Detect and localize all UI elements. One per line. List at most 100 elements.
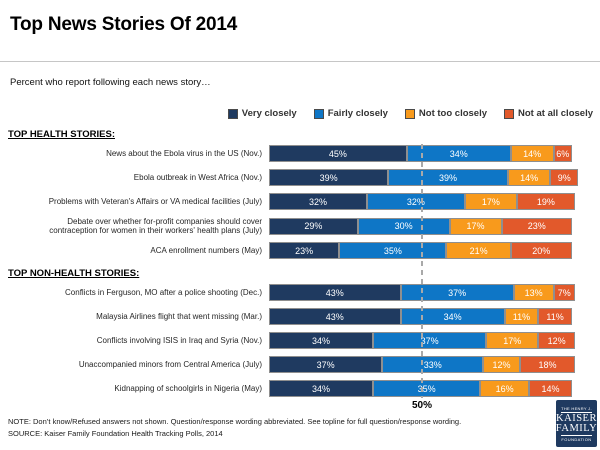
bar-segment-very-closely: 32% — [269, 193, 367, 210]
legend-swatch — [227, 108, 238, 119]
bar-segment-fairly-closely: 35% — [373, 380, 481, 397]
bar-track: 39% 39% 14% 9% — [269, 169, 579, 186]
bar-segment-very-closely: 37% — [269, 356, 383, 373]
legend-swatch — [313, 108, 324, 119]
bar-track: 29% 30% 17% 23% — [269, 217, 572, 235]
bar-track: 43% 37% 13% 7% — [269, 284, 575, 301]
bar-segment-very-closely: 34% — [269, 332, 374, 349]
row-label: Ebola outbreak in West Africa (Nov.) — [133, 173, 262, 182]
row-label: Conflicts in Ferguson, MO after a police… — [65, 288, 262, 297]
bar-segment-very-closely: 43% — [269, 284, 401, 301]
bar-track: 34% 35% 16% 14% — [269, 380, 572, 397]
bar-segment-not-at-all-closely: 23% — [501, 217, 572, 235]
chart-row: Conflicts in Ferguson, MO after a police… — [8, 284, 592, 301]
chart-row: Kidnapping of schoolgirls in Nigeria (Ma… — [8, 380, 592, 397]
logo-text-foundation: FOUNDATION — [561, 436, 592, 442]
row-label: ACA enrollment numbers (May) — [150, 246, 262, 255]
chart-row: Ebola outbreak in West Africa (Nov.) 39% 3… — [8, 169, 592, 186]
bar-track: 32% 32% 17% 19% — [269, 193, 575, 210]
bar-track: 34% 37% 17% 12% — [269, 332, 575, 349]
logo-divider-top — [561, 411, 592, 413]
source-text: SOURCE: Kaiser Family Foundation Health … — [8, 429, 223, 438]
bar-segment-not-too-closely: 14% — [510, 145, 554, 162]
legend-label: Not too closely — [418, 108, 488, 119]
bar-track: 43% 34% 11% 11% — [269, 308, 572, 325]
logo-text-kaiser: KAISER — [556, 412, 597, 424]
legend-item: Very closely — [227, 108, 297, 119]
logo-text-henry: THE HENRY J. — [561, 405, 592, 411]
bar-segment-not-at-all-closely: 12% — [538, 332, 575, 349]
logo-divider-bottom — [561, 434, 592, 436]
chart-subtitle: Percent who report following each news s… — [10, 77, 211, 88]
chart-row: Problems with Veteran's Affairs or VA me… — [8, 193, 592, 210]
bar-segment-very-closely: 43% — [269, 308, 401, 325]
bar-segment-very-closely: 45% — [269, 145, 407, 162]
kff-logo: THE HENRY J. KAISER FAMILY FOUNDATION — [556, 400, 597, 447]
legend-label: Very closely — [241, 108, 297, 119]
bar-segment-not-too-closely: 13% — [513, 284, 554, 301]
logo-text-family: FAMILY — [555, 422, 598, 434]
bar-segment-fairly-closely: 32% — [366, 193, 465, 210]
bar-segment-not-at-all-closely: 9% — [550, 169, 579, 186]
bar-segment-fairly-closely: 35% — [339, 242, 447, 259]
chart-row: Conflicts involving ISIS in Iraq and Syr… — [8, 332, 592, 349]
bar-segment-fairly-closely: 39% — [388, 169, 508, 186]
bar-segment-fairly-closely: 37% — [400, 284, 514, 301]
bar-segment-very-closely: 39% — [269, 169, 389, 186]
legend-item: Not too closely — [404, 108, 488, 119]
bar-segment-not-too-closely: 21% — [446, 242, 511, 259]
chart-row: Malaysia Airlines flight that went missi… — [8, 308, 592, 325]
row-label: Problems with Veteran's Affairs or VA me… — [48, 197, 262, 206]
bar-segment-not-at-all-closely: 20% — [510, 242, 572, 259]
bar-track: 37% 33% 12% 18% — [269, 356, 575, 373]
row-label: Unaccompanied minors from Central Americ… — [78, 360, 262, 369]
bar-segment-not-at-all-closely: 14% — [529, 380, 572, 397]
fifty-percent-label: 50% — [411, 400, 432, 411]
footnote-block: NOTE: Don’t know/Refused answers not sho… — [8, 416, 548, 440]
chart-row: Debate over whether for-profit companies… — [8, 217, 592, 235]
chart: TOP HEALTH STORIES: News about the Ebola … — [8, 129, 592, 404]
row-label: Debate over whether for-profit companies… — [49, 217, 262, 235]
legend-swatch — [404, 108, 415, 119]
note-text: NOTE: Don’t know/Refused answers not sho… — [8, 417, 462, 426]
bar-segment-not-at-all-closely: 6% — [553, 145, 572, 162]
section-title: TOP NON-HEALTH STORIES: — [8, 268, 140, 279]
chart-row: News about the Ebola virus in the US (No… — [8, 145, 592, 162]
bar-segment-not-too-closely: 12% — [483, 356, 520, 373]
row-label: Malaysia Airlines flight that went missi… — [96, 312, 262, 321]
bar-segment-not-at-all-closely: 7% — [553, 284, 575, 301]
bar-segment-not-at-all-closely: 19% — [516, 193, 575, 210]
legend: Very closely Fairly closely Not too closel… — [227, 108, 593, 119]
fifty-percent-gridline — [421, 144, 423, 398]
legend-label: Not at all closely — [518, 108, 593, 119]
bar-track: 23% 35% 21% 20% — [269, 242, 572, 259]
bar-segment-fairly-closely: 30% — [357, 217, 450, 235]
title-divider — [0, 61, 600, 62]
section-title: TOP HEALTH STORIES: — [8, 129, 115, 140]
bar-segment-very-closely: 29% — [269, 217, 358, 235]
bar-segment-fairly-closely: 33% — [382, 356, 484, 373]
row-label: Conflicts involving ISIS in Iraq and Syr… — [96, 336, 262, 345]
chart-row: ACA enrollment numbers (May) 23% 35% 21% 20% — [8, 242, 592, 259]
legend-item: Not at all closely — [504, 108, 593, 119]
bar-segment-not-at-all-closely: 11% — [538, 308, 572, 325]
bar-segment-not-too-closely: 16% — [480, 380, 530, 397]
row-label: Kidnapping of schoolgirls in Nigeria (Ma… — [114, 384, 262, 393]
bar-segment-not-too-closely: 17% — [464, 193, 517, 210]
bar-segment-not-at-all-closely: 18% — [519, 356, 575, 373]
bar-segment-fairly-closely: 34% — [400, 308, 505, 325]
legend-item: Fairly closely — [313, 108, 388, 119]
bar-segment-not-too-closely: 17% — [449, 217, 502, 235]
page-title: Top News Stories Of 2014 — [10, 14, 238, 35]
bar-segment-very-closely: 34% — [269, 380, 374, 397]
bar-segment-fairly-closely: 37% — [373, 332, 487, 349]
legend-label: Fairly closely — [327, 108, 388, 119]
bar-segment-fairly-closely: 34% — [406, 145, 511, 162]
bar-track: 45% 34% 14% 6% — [269, 145, 572, 162]
bar-segment-not-too-closely: 11% — [504, 308, 539, 325]
bar-segment-not-too-closely: 17% — [486, 332, 539, 349]
chart-row: Unaccompanied minors from Central Americ… — [8, 356, 592, 373]
bar-segment-not-too-closely: 14% — [507, 169, 551, 186]
bar-segment-very-closely: 23% — [269, 242, 340, 259]
